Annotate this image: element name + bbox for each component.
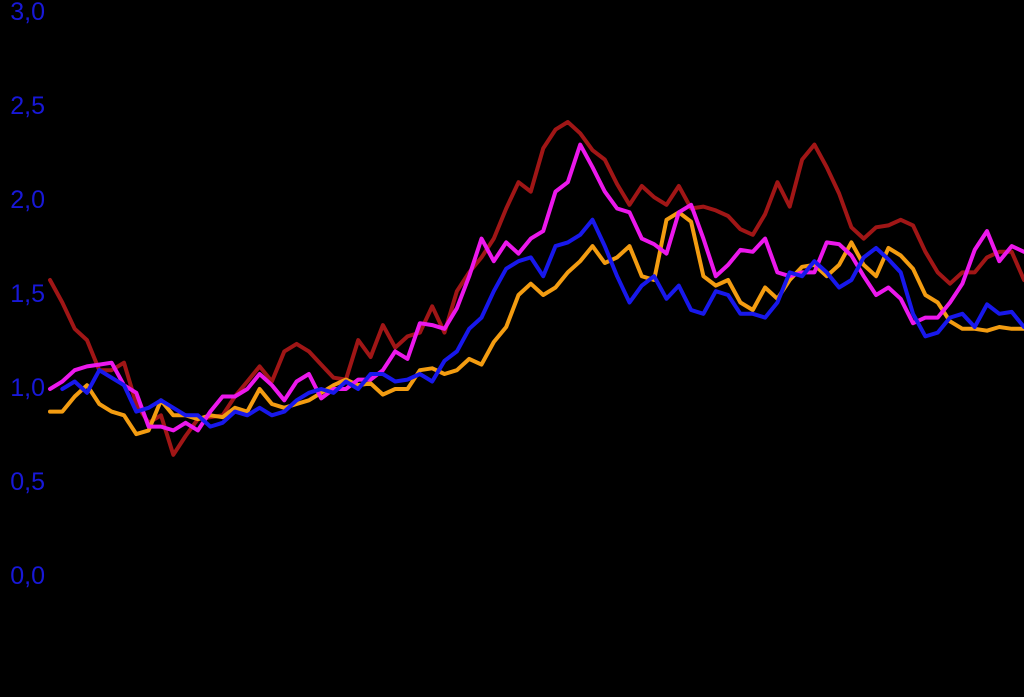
series-orange xyxy=(50,212,1024,434)
line-chart xyxy=(0,0,1024,697)
chart-container: 0,00,51,01,52,02,53,0 xyxy=(0,0,1024,697)
series-blue xyxy=(62,220,1024,427)
